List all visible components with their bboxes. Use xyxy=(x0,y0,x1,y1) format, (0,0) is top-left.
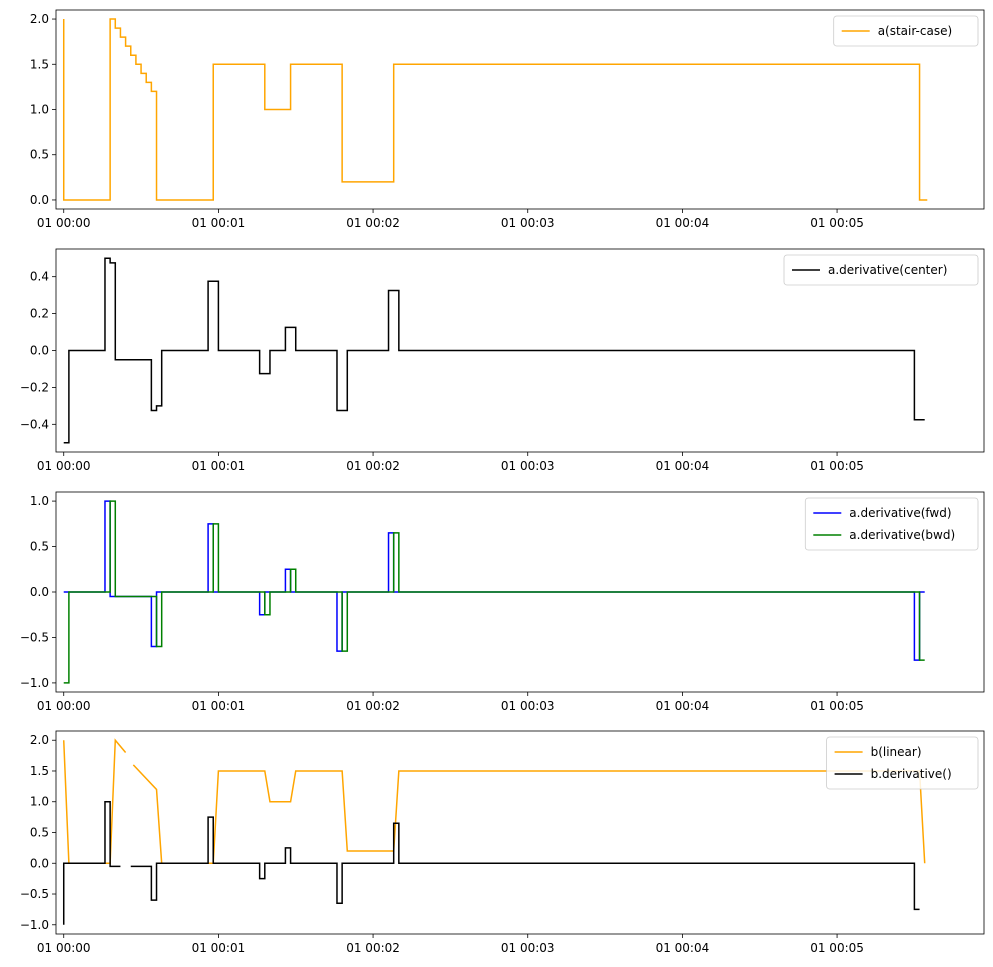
y-tick-label: −0.4 xyxy=(20,417,49,431)
y-tick-label: 0.5 xyxy=(30,148,49,162)
legend-entry: a.derivative(fwd) xyxy=(849,506,951,520)
axes-frame xyxy=(55,730,985,935)
y-tick-label: 0.0 xyxy=(30,344,49,358)
x-tick-label: 01 00:05 xyxy=(810,941,864,955)
series-line-1 xyxy=(62,18,928,201)
subplot-2: 01 00:00 01 00:01 01 00:02 01 00:03 01 00:04… xyxy=(20,248,985,473)
y-tick-label: 0.0 xyxy=(30,856,49,870)
legend: a.derivative(fwd) a.derivative(bwd) xyxy=(804,497,979,551)
axes-frame xyxy=(55,491,985,693)
legend-entry: b.derivative() xyxy=(871,767,952,781)
x-tick-label: 01 00:03 xyxy=(501,459,555,473)
series-line-2 xyxy=(130,816,920,911)
x-tick-label: 01 00:02 xyxy=(346,941,400,955)
legend-entry: a(stair-case) xyxy=(878,24,952,38)
legend-entry: a.derivative(center) xyxy=(828,263,947,277)
series-line-2 xyxy=(62,800,121,925)
legend-box xyxy=(804,497,979,551)
axes-frame xyxy=(55,248,985,453)
series-line-1 xyxy=(132,764,926,865)
y-tick-label: −1.0 xyxy=(20,676,49,690)
legend-entry: b(linear) xyxy=(871,745,922,759)
legend-box xyxy=(783,254,979,286)
y-tick-label: −0.5 xyxy=(20,887,49,901)
y-tick-label: 0.0 xyxy=(30,193,49,207)
y-tick-label: 0.5 xyxy=(30,826,49,840)
x-tick-label: 01 00:04 xyxy=(656,459,710,473)
axes-frame xyxy=(55,9,985,210)
x-tick-label: 01 00:03 xyxy=(501,941,555,955)
x-tick-label: 01 00:02 xyxy=(346,459,400,473)
x-tick-label: 01 00:04 xyxy=(656,941,710,955)
subplot-1: 01 00:00 01 00:01 01 00:02 01 00:03 01 00:04… xyxy=(30,9,985,230)
y-tick-label: −0.2 xyxy=(20,380,49,394)
y-tick-label: 2.0 xyxy=(30,12,49,26)
y-tick-label: −0.5 xyxy=(20,630,49,644)
y-tick-label: 0.2 xyxy=(30,307,49,321)
x-tick-label: 01 00:04 xyxy=(656,216,710,230)
series-line-1 xyxy=(62,738,127,865)
x-tick-label: 01 00:02 xyxy=(346,216,400,230)
y-tick-label: 0.5 xyxy=(30,540,49,554)
legend: a(stair-case) xyxy=(833,15,979,47)
legend: b(linear) b.derivative() xyxy=(826,736,979,790)
x-tick-label: 01 00:04 xyxy=(656,699,710,713)
x-tick-label: 01 00:01 xyxy=(192,699,246,713)
legend-entry: a.derivative(bwd) xyxy=(849,528,955,542)
series-line-1 xyxy=(63,257,925,444)
series-line-2 xyxy=(63,500,925,684)
x-tick-label: 01 00:03 xyxy=(501,216,555,230)
x-tick-label: 01 00:00 xyxy=(37,216,91,230)
x-tick-label: 01 00:01 xyxy=(192,459,246,473)
x-tick-label: 01 00:00 xyxy=(37,459,91,473)
x-tick-label: 01 00:01 xyxy=(192,941,246,955)
legend-box xyxy=(833,15,979,47)
x-tick-label: 01 00:00 xyxy=(37,699,91,713)
series-line-1 xyxy=(63,500,925,661)
subplot-3: 01 00:00 01 00:01 01 00:02 01 00:03 01 00:04… xyxy=(20,491,985,713)
x-tick-label: 01 00:05 xyxy=(810,459,864,473)
x-tick-label: 01 00:00 xyxy=(37,941,91,955)
y-tick-label: 1.0 xyxy=(30,494,49,508)
legend-box xyxy=(826,736,979,790)
y-tick-label: 1.0 xyxy=(30,795,49,809)
x-tick-label: 01 00:05 xyxy=(810,699,864,713)
x-tick-label: 01 00:03 xyxy=(501,699,555,713)
x-tick-label: 01 00:05 xyxy=(810,216,864,230)
y-tick-label: 1.0 xyxy=(30,103,49,117)
y-tick-label: 1.5 xyxy=(30,57,49,71)
legend: a.derivative(center) xyxy=(783,254,979,286)
y-tick-label: 2.0 xyxy=(30,733,49,747)
y-tick-label: 1.5 xyxy=(30,764,49,778)
subplot-4: 01 00:00 01 00:01 01 00:02 01 00:03 01 00:04… xyxy=(20,730,985,955)
y-tick-label: 0.0 xyxy=(30,585,49,599)
x-tick-label: 01 00:01 xyxy=(192,216,246,230)
x-tick-label: 01 00:02 xyxy=(346,699,400,713)
y-tick-label: 0.4 xyxy=(30,270,49,284)
y-tick-label: −1.0 xyxy=(20,918,49,932)
